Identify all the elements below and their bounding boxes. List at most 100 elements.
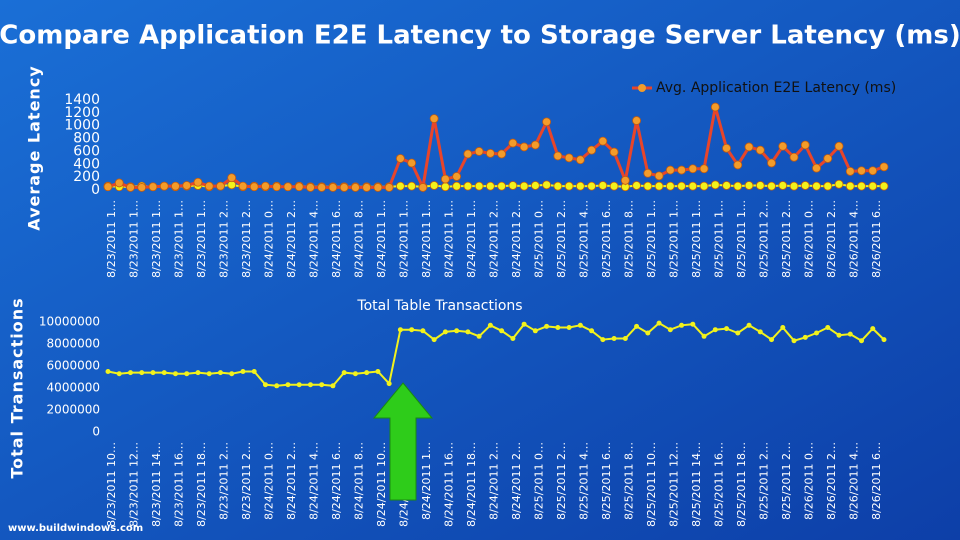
data-point: [553, 181, 563, 191]
data-point: [184, 371, 190, 377]
x-tick-label: 8/25/2011 2…: [757, 200, 770, 278]
data-point: [620, 175, 630, 185]
y-tick-label: 800: [73, 131, 100, 147]
x-tick-label: 8/24/2011 0…: [262, 200, 275, 278]
data-point: [159, 181, 169, 191]
data-point: [542, 180, 552, 190]
y-tick-label: 4000000: [47, 381, 100, 395]
data-point: [701, 333, 707, 339]
data-point: [778, 141, 788, 151]
data-point: [330, 383, 336, 389]
data-point: [645, 330, 651, 336]
x-tick-label: 8/25/2011 1…: [667, 200, 680, 278]
data-point: [769, 337, 775, 343]
data-point: [699, 164, 709, 174]
data-point: [609, 147, 619, 157]
data-point: [611, 336, 617, 341]
data-point: [879, 181, 889, 191]
data-point: [755, 181, 765, 190]
data-point: [667, 327, 673, 333]
data-point: [195, 370, 201, 376]
x-tick-label: 8/24/2011 2…: [510, 200, 523, 278]
x-tick-label: 8/25/2011 14…: [690, 442, 703, 527]
x-tick-label: 8/24/2011 2…: [487, 442, 500, 520]
x-tick-label: 8/25/2011 2…: [555, 200, 568, 278]
data-point: [319, 382, 325, 388]
data-point: [575, 181, 585, 191]
data-point: [823, 154, 833, 163]
data-point: [262, 382, 268, 388]
x-tick-label: 8/24/2011 18…: [465, 442, 478, 527]
x-tick-label: 8/24/2011 1…: [420, 442, 433, 520]
data-point: [598, 181, 608, 190]
chart-title: Total Table Transactions: [356, 298, 522, 314]
data-point: [879, 162, 889, 172]
x-tick-label: 8/24/2011 6…: [330, 442, 343, 520]
data-point: [339, 183, 349, 192]
x-tick-label: 8/24/2011 2…: [487, 200, 500, 278]
x-tick-label: 8/23/2011 1…: [150, 200, 163, 278]
data-point: [216, 181, 225, 191]
data-point: [632, 181, 641, 190]
x-tick-label: 8/26/2011 4…: [847, 200, 860, 278]
data-point: [463, 181, 473, 191]
data-point: [589, 328, 595, 334]
data-point: [654, 181, 664, 191]
data-point: [643, 181, 653, 191]
data-point: [373, 183, 383, 192]
data-point: [452, 181, 462, 191]
data-point: [746, 322, 752, 328]
data-point: [465, 329, 471, 335]
data-point: [306, 183, 315, 192]
x-tick-label: 8/25/2011 18…: [735, 442, 748, 527]
x-tick-label: 8/25/2011 2…: [555, 442, 568, 520]
data-point: [587, 181, 596, 191]
data-point: [407, 158, 417, 168]
series-line: [107, 106, 885, 193]
data-point: [654, 171, 664, 181]
x-tick-label: 8/23/2011 2…: [240, 200, 253, 278]
data-point: [789, 181, 799, 191]
data-point: [510, 336, 516, 341]
data-point: [656, 320, 662, 326]
data-point: [564, 181, 574, 191]
x-tick-label: 8/24/2011 16…: [442, 442, 455, 527]
y-tick-label: 8000000: [47, 337, 100, 351]
data-point: [474, 147, 484, 156]
data-point: [800, 181, 810, 190]
data-point: [137, 183, 147, 192]
data-point: [735, 330, 741, 336]
x-tick-label: 8/24/2011 1…: [442, 200, 455, 278]
data-point: [530, 140, 540, 150]
x-tick-label: 8/25/2011 6…: [600, 200, 613, 278]
data-point: [834, 179, 844, 189]
legend-marker: [638, 84, 646, 92]
data-point: [542, 117, 552, 127]
data-point: [463, 149, 473, 159]
x-tick-label: 8/25/2011 0…: [532, 200, 545, 278]
data-point: [881, 337, 887, 343]
data-point: [364, 370, 370, 376]
data-point: [857, 166, 866, 176]
data-point: [429, 114, 439, 124]
x-tick-label: 8/24/2011 0…: [262, 442, 275, 520]
data-point: [679, 322, 685, 328]
data-point: [508, 138, 518, 148]
data-point: [699, 181, 709, 191]
data-point: [150, 370, 156, 376]
data-point: [564, 153, 574, 163]
data-point: [722, 143, 731, 153]
y-tick-label: 0: [92, 425, 100, 439]
data-point: [317, 183, 327, 192]
x-tick-label: 8/25/2011 12…: [667, 442, 680, 527]
data-point: [519, 142, 529, 152]
x-tick-label: 8/25/2011 10…: [645, 442, 658, 527]
data-point: [148, 182, 158, 192]
x-tick-label: 8/24/2011 6…: [330, 200, 343, 278]
x-tick-label: 8/23/2011 2…: [240, 442, 253, 520]
y-tick-label: 1200: [64, 105, 100, 121]
data-point: [396, 181, 405, 191]
data-point: [251, 369, 257, 374]
legend-label: Avg. Application E2E Latency (ms): [656, 80, 896, 96]
x-tick-label: 8/23/2011 1…: [195, 200, 208, 278]
